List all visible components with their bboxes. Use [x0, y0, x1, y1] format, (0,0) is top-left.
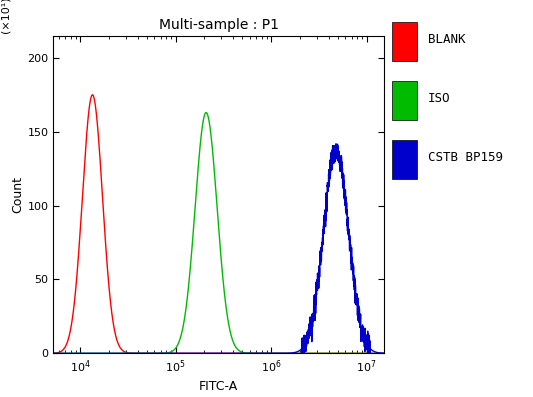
Bar — [392, 140, 417, 179]
Text: BLANK: BLANK — [428, 33, 465, 46]
Y-axis label: Count: Count — [12, 176, 25, 213]
Title: Multi-sample : P1: Multi-sample : P1 — [158, 18, 279, 32]
Text: ISO: ISO — [428, 92, 450, 105]
Bar — [392, 81, 417, 120]
Text: CSTB BP159: CSTB BP159 — [428, 151, 503, 164]
Text: (×10¹): (×10¹) — [1, 0, 11, 33]
X-axis label: FITC-A: FITC-A — [199, 380, 238, 393]
Bar — [392, 22, 417, 61]
